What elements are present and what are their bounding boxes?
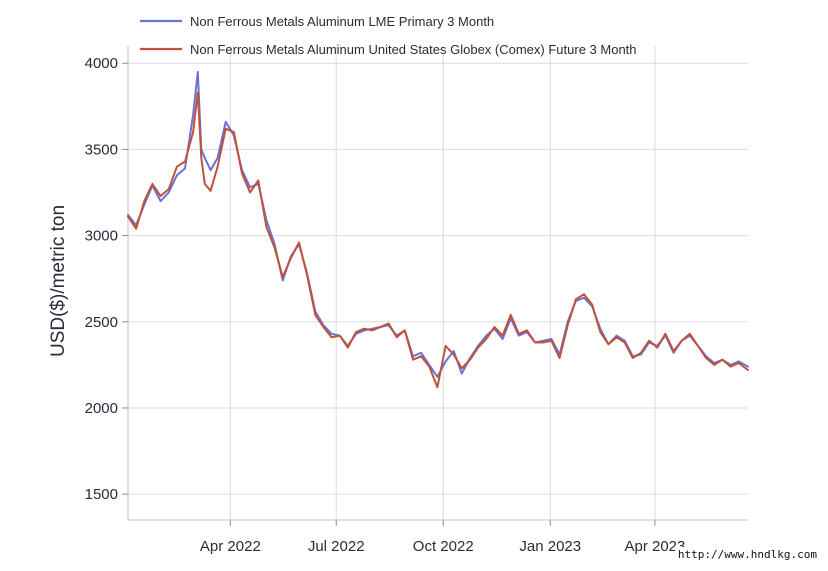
- x-tick-label: Apr 2022: [200, 538, 261, 555]
- series-lines: [127, 70, 749, 389]
- y-tick-label: 4000: [85, 55, 118, 72]
- series-line-comex: [127, 91, 749, 389]
- y-tick-label: 2000: [85, 400, 118, 417]
- y-axis-title: USD($)/metric ton: [48, 205, 69, 357]
- x-tick-label: Oct 2022: [413, 538, 474, 555]
- watermark-url: http://www.hndlkg.com: [674, 547, 820, 562]
- x-tick-label: Jan 2023: [519, 538, 581, 555]
- grid-lines: [128, 46, 748, 520]
- legend-label-lme: Non Ferrous Metals Aluminum LME Primary …: [190, 14, 494, 29]
- plot-axes: [127, 46, 748, 521]
- x-tick-label: Apr 2023: [624, 538, 685, 555]
- y-tick-label: 3500: [85, 141, 118, 158]
- x-tick-label: Jul 2022: [308, 538, 365, 555]
- series-line-lme: [127, 70, 749, 378]
- x-tick-labels: Apr 2022 Jul 2022 Oct 2022 Jan 2023 Apr 2023: [200, 520, 685, 555]
- y-tick-labels: 1500 2000 2500 3000 3500 4000: [85, 55, 128, 503]
- legend: Non Ferrous Metals Aluminum LME Primary …: [140, 14, 637, 57]
- y-tick-label: 3000: [85, 228, 118, 245]
- y-tick-label: 2500: [85, 314, 118, 331]
- legend-label-comex: Non Ferrous Metals Aluminum United State…: [190, 42, 637, 57]
- y-tick-label: 1500: [85, 486, 118, 503]
